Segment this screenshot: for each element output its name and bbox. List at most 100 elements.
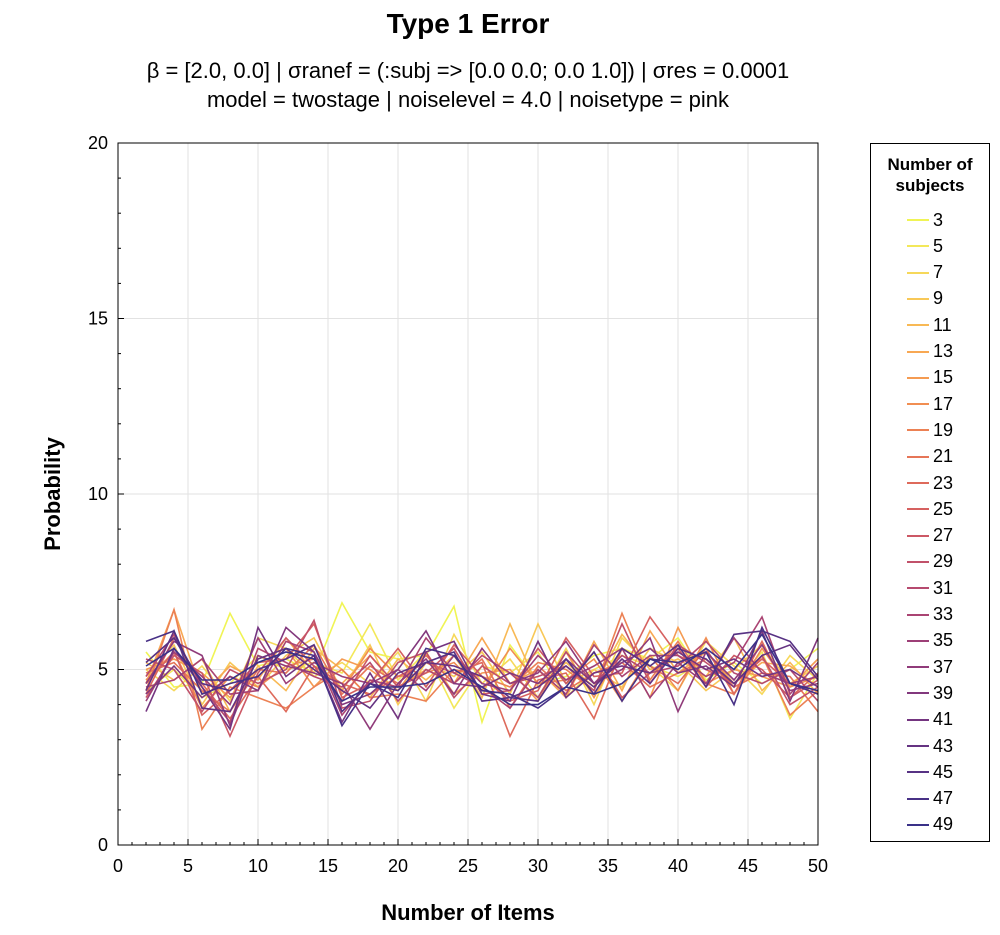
legend-swatch — [907, 587, 929, 590]
legend-swatch — [907, 376, 929, 379]
legend-item-9: 9 — [907, 288, 944, 309]
legend-swatch — [907, 797, 929, 800]
y-axis-label: Probability — [40, 436, 65, 550]
legend-item-47: 47 — [907, 788, 954, 809]
y-tick-label: 5 — [98, 660, 108, 680]
chart-subtitle-line1: β = [2.0, 0.0] | σranef = (:subj => [0.0… — [146, 58, 790, 83]
legend-label: 35 — [933, 630, 954, 651]
x-tick-label: 20 — [388, 856, 408, 876]
y-tick-label: 15 — [88, 309, 108, 329]
legend-swatch — [907, 271, 929, 274]
grid — [117, 142, 819, 846]
legend-label: 33 — [933, 604, 954, 624]
legend-swatch — [907, 245, 929, 248]
series-line-31 — [145, 632, 819, 724]
legend-item-39: 39 — [907, 683, 953, 703]
legend-label: 45 — [933, 761, 954, 782]
legend-swatch — [907, 718, 929, 721]
legend-label: 3 — [933, 209, 944, 230]
x-tick-label: 40 — [668, 856, 688, 876]
legend-label: 19 — [933, 419, 954, 440]
legend-item-21: 21 — [907, 446, 954, 467]
legend-swatch — [907, 666, 929, 669]
x-tick-label: 30 — [528, 856, 548, 876]
x-tick-label: 25 — [458, 856, 478, 876]
legend-label: 17 — [933, 393, 954, 414]
legend-label: 29 — [933, 551, 954, 572]
legend-item-27: 27 — [907, 525, 954, 546]
legend-label: 37 — [933, 656, 954, 677]
legend-label: 39 — [933, 682, 954, 703]
x-tick-label: 0 — [113, 856, 123, 876]
series-line-35 — [145, 636, 819, 707]
legend-item-15: 15 — [907, 367, 953, 388]
y-tick-label: 0 — [98, 835, 108, 855]
legend-item-45: 45 — [907, 762, 953, 782]
legend-label: 21 — [933, 446, 954, 467]
legend-item-43: 43 — [907, 736, 953, 756]
legend-swatch — [907, 613, 929, 616]
series-line-41 — [145, 625, 819, 732]
legend-label: 47 — [933, 788, 954, 809]
series-line-47 — [145, 625, 819, 728]
x-tick-label: 10 — [248, 856, 268, 876]
legend-swatch — [907, 482, 929, 484]
legend-item-31: 31 — [907, 578, 953, 598]
legend-item-17: 17 — [907, 394, 953, 414]
legend-item-37: 37 — [907, 657, 953, 677]
legend-label: 25 — [933, 498, 954, 519]
series-line-45 — [145, 630, 819, 714]
chart-title: Type 1 Error — [386, 8, 550, 39]
legend-label: 43 — [933, 735, 954, 756]
series-line-29 — [145, 618, 819, 714]
x-tick-label: 15 — [318, 856, 338, 876]
legend-swatch — [907, 639, 929, 642]
legend-item-11: 11 — [907, 315, 952, 335]
legend-label: 11 — [933, 314, 952, 335]
legend-item-13: 13 — [907, 341, 953, 362]
legend-swatch — [907, 297, 929, 300]
legend-item-5: 5 — [907, 236, 943, 256]
legend-swatch — [907, 508, 929, 511]
axes: 0 5 10 15 20 25 30 35 40 45 50 0 5 10 15 20 — [88, 133, 828, 876]
legend-swatch — [907, 350, 929, 353]
legend-item-35: 35 — [907, 630, 954, 651]
legend-swatch — [907, 560, 929, 563]
legend-swatch — [907, 219, 929, 221]
legend-label: 9 — [933, 288, 944, 309]
legend-item-23: 23 — [907, 473, 953, 493]
legend-swatch — [907, 692, 929, 695]
x-axis-label: Number of Items — [381, 900, 555, 925]
series-lines — [145, 600, 819, 739]
legend-label: 41 — [933, 709, 954, 730]
legend-item-33: 33 — [907, 604, 954, 625]
legend-swatch — [907, 403, 929, 406]
x-tick-label: 45 — [738, 856, 758, 876]
legend-swatch — [907, 455, 929, 458]
chart-subtitle-line2: model = twostage | noiselevel = 4.0 | no… — [206, 87, 730, 112]
x-tick-label: 35 — [598, 856, 618, 876]
legend-label: 27 — [933, 525, 954, 546]
legend: Number of subjects 3 5 7 9 11 13 15 17 19 21 23 25 27… — [870, 143, 990, 842]
legend-label: 23 — [933, 472, 954, 493]
legend-swatch — [907, 745, 929, 747]
legend-item-29: 29 — [907, 551, 954, 572]
legend-swatch — [907, 429, 929, 432]
y-tick-label: 10 — [88, 484, 108, 504]
legend-label: 49 — [933, 814, 954, 835]
series-line-43 — [145, 628, 819, 713]
legend-item-19: 19 — [907, 420, 953, 440]
legend-label: 31 — [933, 577, 954, 598]
legend-label: 7 — [933, 262, 944, 283]
legend-item-49: 49 — [907, 814, 954, 835]
legend-title: Number of subjects — [887, 155, 973, 195]
legend-item-41: 41 — [907, 709, 954, 730]
legend-swatch — [907, 324, 929, 327]
legend-swatch — [907, 534, 929, 537]
y-tick-label: 20 — [88, 133, 108, 153]
legend-item-7: 7 — [907, 262, 944, 283]
legend-swatch — [907, 771, 929, 774]
x-tick-label: 50 — [808, 856, 828, 876]
series-line-49 — [145, 632, 819, 706]
